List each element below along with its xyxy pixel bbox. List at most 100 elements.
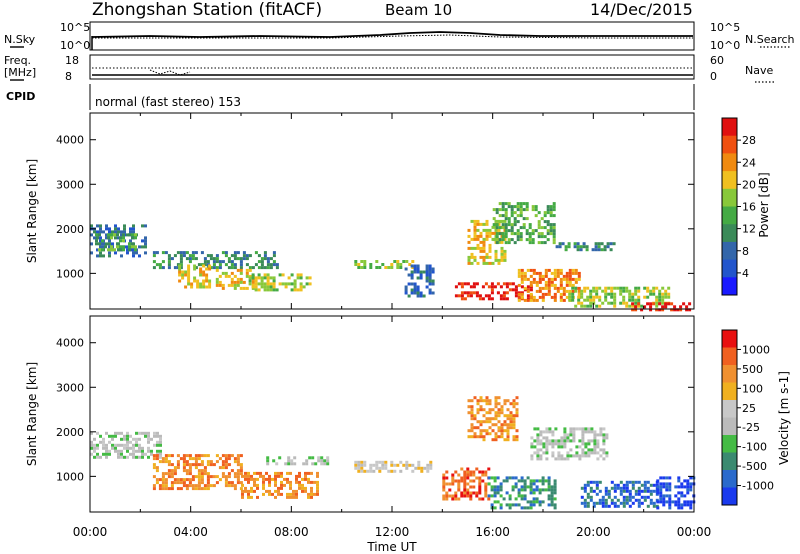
velocity-region-8 xyxy=(530,427,609,461)
nsky-trace xyxy=(91,31,693,38)
nsearch-tick-bottom: 10^0 xyxy=(710,39,740,52)
velocity-colorbar-tick: 1000 xyxy=(742,343,770,356)
time-tick-label: 16:00 xyxy=(475,525,510,539)
nsky-tick-bottom: 10^0 xyxy=(60,39,90,52)
time-tick-label: 00:00 xyxy=(677,525,712,539)
power-ytick-label: 1000 xyxy=(56,267,84,280)
power-colorbar-tick: 16 xyxy=(742,201,756,214)
velocity-ytick-label: 1000 xyxy=(56,470,84,483)
velocity-region-10 xyxy=(656,476,696,510)
beam-label: Beam 10 xyxy=(385,1,452,19)
power-region-10 xyxy=(492,202,556,245)
power-colorbar-swatch xyxy=(722,118,737,137)
velocity-colorbar-label: Velocity [m s-1] xyxy=(777,371,791,465)
power-colorbar-tick: 24 xyxy=(742,156,756,169)
nsearch-label: N.Search xyxy=(745,33,795,46)
velocity-colorbar: 1000 500 100 25 -25 -100 -500 -1000 xyxy=(721,329,774,506)
velocity-region-4 xyxy=(354,460,433,473)
power-colorbar-swatch xyxy=(722,171,737,190)
nsky-tick-top: 10^5 xyxy=(60,21,90,34)
nave-tick-top: 60 xyxy=(710,54,724,67)
nsky-label: N.Sky xyxy=(4,33,36,46)
velocity-colorbar-tick: 25 xyxy=(742,402,756,415)
velocity-ytick-label: 4000 xyxy=(56,337,84,350)
cpid-label: CPID xyxy=(6,90,35,103)
velocity-axis-ticks: 1000 2000 3000 4000 xyxy=(56,316,695,512)
power-colorbar-swatch xyxy=(722,224,737,243)
velocity-region-5 xyxy=(442,467,491,501)
power-region-1 xyxy=(95,233,137,252)
power-region-5 xyxy=(248,273,312,292)
power-region-8 xyxy=(454,282,533,301)
velocity-colorbar-swatch xyxy=(722,487,737,506)
velocity-region-2 xyxy=(241,471,319,499)
time-tick-label: 12:00 xyxy=(375,525,410,539)
power-region-0 xyxy=(90,224,147,258)
power-region-11 xyxy=(517,268,581,302)
time-axis: 00:00 04:00 08:00 12:00 16:00 20:00 00:00 xyxy=(73,525,712,539)
freq-panel xyxy=(89,54,695,80)
power-region-3 xyxy=(178,264,212,289)
plot-title: Zhongshan Station (fitACF) xyxy=(92,0,322,20)
velocity-colorbar-tick: 500 xyxy=(742,363,763,376)
power-colorbar-swatch xyxy=(722,153,737,172)
velocity-colorbar-swatch xyxy=(722,400,737,418)
velocity-region-0 xyxy=(90,431,162,459)
power-colorbar-tick: 8 xyxy=(742,245,749,258)
velocity-colorbar-tick: -1000 xyxy=(742,480,774,493)
power-heatmap xyxy=(90,202,692,312)
power-axis-ticks: 1000 2000 3000 4000 xyxy=(56,113,695,309)
power-colorbar-tick: 28 xyxy=(742,134,756,147)
date-label: 14/Dec/2015 xyxy=(590,0,693,19)
time-tick-label: 00:00 xyxy=(73,525,108,539)
velocity-colorbar-swatch xyxy=(722,347,737,366)
velocity-region-6 xyxy=(467,396,519,442)
velocity-colorbar-swatch xyxy=(722,417,737,436)
power-ytick-label: 2000 xyxy=(56,223,84,236)
nave-dip xyxy=(149,69,191,76)
velocity-colorbar-swatch xyxy=(722,365,737,383)
velocity-colorbar-swatch xyxy=(722,330,737,348)
power-colorbar-tick: 4 xyxy=(742,267,749,280)
velocity-heatmap xyxy=(90,396,696,510)
power-colorbar-swatch xyxy=(722,135,737,154)
power-region-14 xyxy=(631,302,692,312)
velocity-ytick-label: 2000 xyxy=(56,426,84,439)
velocity-ylabel: Slant Range [km] xyxy=(25,362,39,466)
power-colorbar-tick: 20 xyxy=(742,178,756,191)
velocity-region-7 xyxy=(487,476,557,510)
nave-label: Nave xyxy=(745,64,773,77)
power-colorbar-swatch xyxy=(722,188,737,207)
power-colorbar-swatch xyxy=(722,259,737,278)
power-region-13 xyxy=(568,286,671,308)
power-ylabel: Slant Range [km] xyxy=(25,159,39,263)
power-colorbar-label: Power [dB] xyxy=(757,172,771,237)
nsky-panel xyxy=(89,21,695,51)
velocity-colorbar-tick: -100 xyxy=(742,441,767,454)
power-colorbar-swatch xyxy=(722,241,737,261)
time-tick-label: 04:00 xyxy=(173,525,208,539)
time-tick-label: 08:00 xyxy=(274,525,309,539)
freq-tick-bottom: 8 xyxy=(65,70,72,83)
velocity-region-9 xyxy=(580,480,659,508)
power-colorbar-tick: 12 xyxy=(742,223,756,236)
power-region-7 xyxy=(404,264,435,298)
velocity-colorbar-swatch xyxy=(722,470,737,488)
nave-tick-bottom: 0 xyxy=(710,70,717,83)
freq-label-1: Freq. xyxy=(4,54,31,67)
velocity-colorbar-tick: -25 xyxy=(742,421,760,434)
freq-tick-top: 18 xyxy=(65,54,79,67)
power-region-6 xyxy=(354,260,415,269)
velocity-ytick-label: 3000 xyxy=(56,381,84,394)
power-region-2 xyxy=(152,251,279,270)
velocity-colorbar-tick: -500 xyxy=(742,460,767,473)
power-colorbar-swatch xyxy=(722,206,737,225)
freq-label-2: [MHz] xyxy=(4,66,36,79)
power-ytick-label: 3000 xyxy=(56,178,84,191)
cpid-value: normal (fast stereo) 153 xyxy=(95,95,241,109)
power-colorbar: 4 8 12 16 20 24 28 xyxy=(721,117,756,296)
nsearch-tick-top: 10^5 xyxy=(710,21,740,34)
power-colorbar-swatch xyxy=(722,277,737,296)
power-region-12 xyxy=(555,242,616,252)
